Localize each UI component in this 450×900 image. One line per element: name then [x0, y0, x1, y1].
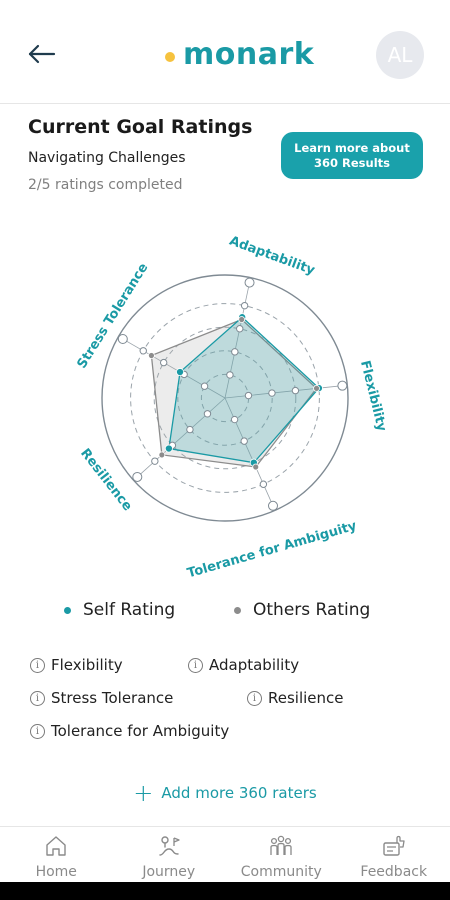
- legend-self: Self Rating: [64, 600, 175, 620]
- home-icon: [46, 836, 66, 856]
- radar-tick-marker: [226, 371, 234, 379]
- radar-grid-ring: [130, 303, 320, 493]
- radar-tick-marker: [291, 386, 300, 395]
- app-name: monark: [183, 36, 315, 72]
- page-title: Current Goal Ratings: [28, 116, 253, 138]
- learn-more-line1: Learn more about: [294, 140, 410, 155]
- radar-tick-marker: [244, 277, 255, 288]
- info-adaptability[interactable]: i Adaptability: [188, 656, 299, 674]
- radar-axis-label: Adaptability: [227, 234, 317, 279]
- radar-tick-marker: [159, 358, 168, 367]
- back-button[interactable]: [22, 38, 62, 70]
- radar-outer-ring: [101, 274, 349, 522]
- legend-self-dot: [64, 606, 71, 614]
- feedback-icon: [383, 835, 405, 856]
- radar-tick-marker: [244, 391, 253, 400]
- legend-others: Others Rating: [234, 600, 370, 620]
- radar-tick-marker: [200, 382, 209, 390]
- avatar[interactable]: AL: [376, 31, 424, 79]
- nav-journey[interactable]: Journey: [113, 827, 226, 882]
- self-rating-point: [164, 444, 173, 453]
- radar-tick-marker: [203, 410, 212, 418]
- radar-axis-label: Flexibility: [357, 359, 389, 433]
- app-logo: monark: [165, 34, 314, 74]
- radar-tick-marker: [259, 480, 268, 488]
- self-rating-point: [176, 368, 185, 377]
- app-header: monark AL: [0, 0, 450, 104]
- info-resilience-label: Resilience: [268, 689, 344, 707]
- radar-tick-marker: [230, 415, 239, 424]
- others-rating-point: [252, 463, 260, 471]
- radar-axis-line: [122, 338, 226, 399]
- learn-more-line2: 360 Results: [314, 155, 390, 170]
- info-flexibility[interactable]: i Flexibility: [30, 656, 123, 674]
- legend-others-dot: [234, 606, 241, 614]
- radar-tick-marker: [267, 500, 278, 511]
- nav-community[interactable]: Community: [225, 827, 338, 882]
- nav-feedback[interactable]: Feedback: [338, 827, 450, 882]
- nav-home[interactable]: Home: [0, 827, 113, 882]
- radar-tick-marker: [240, 437, 248, 445]
- radar-tick-marker: [240, 301, 249, 310]
- logo-dot: [165, 52, 175, 62]
- radar-axis-line: [224, 282, 250, 399]
- arrow-left-icon: [28, 44, 56, 64]
- info-icon: i: [30, 657, 45, 673]
- journey-icon: [159, 836, 180, 856]
- radar-tick-marker: [268, 389, 276, 397]
- nav-home-label: Home: [35, 864, 77, 880]
- radar-tick-marker: [139, 347, 147, 355]
- radar-tick-marker: [337, 380, 348, 391]
- others-rating-point: [238, 316, 246, 323]
- nav-community-label: Community: [240, 864, 322, 880]
- plus-icon: +: [133, 779, 154, 807]
- add-raters-label: Add more 360 raters: [161, 784, 317, 802]
- ratings-progress: 2/5 ratings completed: [28, 177, 183, 193]
- radar-tick-marker: [151, 457, 159, 465]
- system-navigation-bar: [0, 882, 450, 900]
- bottom-nav: Home Journey Community Feedback: [0, 826, 450, 882]
- others-rating-point: [158, 451, 166, 459]
- radar-grid-ring: [177, 350, 273, 446]
- info-icon: i: [188, 657, 203, 673]
- radar-tick-marker: [236, 325, 244, 333]
- radar-chart: Adaptability Flexibility Tolerance for Amb…: [75, 234, 390, 582]
- radar-tick-marker: [117, 334, 128, 344]
- nav-feedback-label: Feedback: [360, 864, 428, 880]
- self-rating-area: [168, 316, 320, 464]
- legend-self-label: Self Rating: [83, 600, 176, 620]
- info-stress-tolerance[interactable]: i Stress Tolerance: [30, 689, 173, 707]
- radar-axis-line: [137, 397, 226, 478]
- add-raters-button[interactable]: + Add more 360 raters: [0, 779, 450, 807]
- radar-axis-label: Resilience: [77, 446, 135, 514]
- learn-more-button[interactable]: Learn more about 360 Results: [281, 132, 423, 179]
- community-icon: [270, 835, 292, 855]
- info-tolerance-ambiguity[interactable]: i Tolerance for Ambiguity: [30, 722, 229, 740]
- info-adaptability-label: Adaptability: [209, 656, 300, 674]
- info-tolerance-ambiguity-label: Tolerance for Ambiguity: [51, 722, 230, 740]
- info-resilience[interactable]: i Resilience: [247, 689, 344, 707]
- goal-name: Navigating Challenges: [28, 150, 186, 166]
- info-icon: i: [247, 690, 262, 706]
- radar-grid-ring: [153, 326, 297, 470]
- others-rating-point: [148, 352, 155, 359]
- chart-legend: Self Rating Others Rating: [0, 600, 450, 624]
- radar-tick-marker: [132, 471, 143, 482]
- info-stress-tolerance-label: Stress Tolerance: [51, 689, 174, 707]
- info-flexibility-label: Flexibility: [51, 656, 123, 674]
- legend-others-label: Others Rating: [253, 600, 371, 620]
- radar-axis-label: Stress Tolerance: [75, 261, 152, 372]
- radar-axis-line: [224, 397, 274, 506]
- radar-axis-label: Tolerance for Ambiguity: [186, 518, 359, 581]
- info-icon: i: [30, 723, 45, 739]
- nav-journey-label: Journey: [142, 864, 196, 880]
- info-icon: i: [30, 690, 45, 706]
- radar-tick-marker: [186, 425, 194, 434]
- others-rating-point: [313, 384, 320, 392]
- radar-tick-marker: [231, 348, 239, 356]
